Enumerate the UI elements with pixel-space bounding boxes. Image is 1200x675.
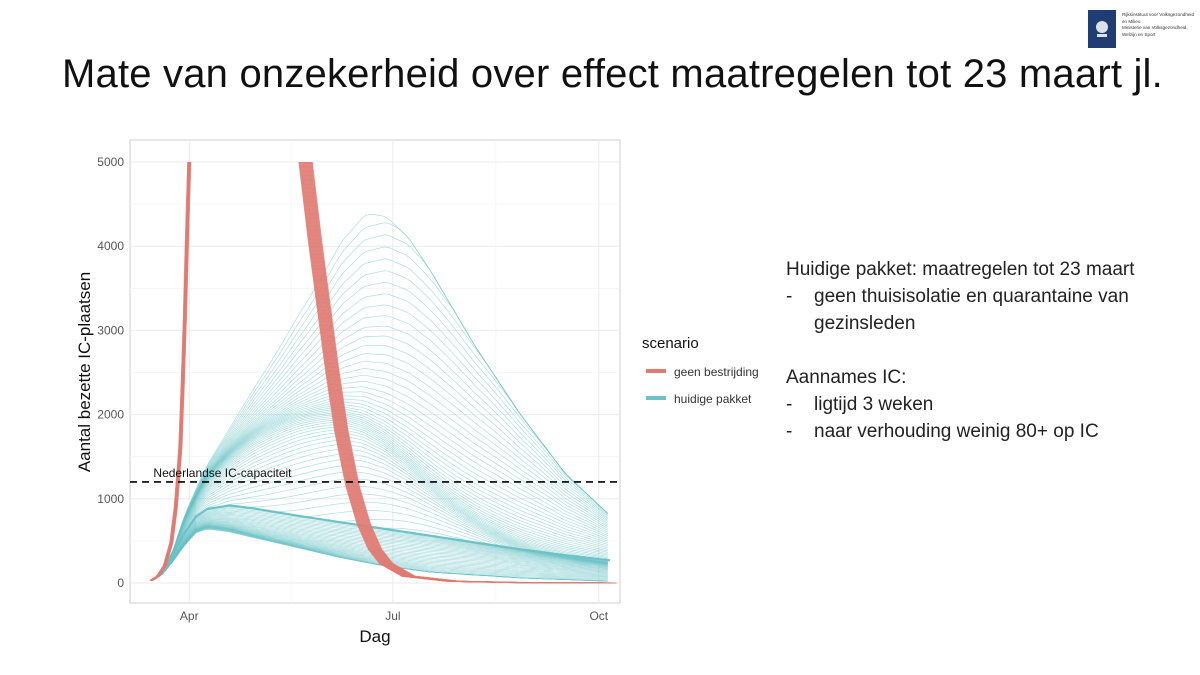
- y-tick-label: 3000: [97, 323, 124, 337]
- y-tick-label: 0: [117, 576, 124, 590]
- assumptions-heading: Aannames IC:: [786, 367, 907, 388]
- series-line-huidige-pakket: [151, 448, 608, 581]
- legend-label-huidige-pakket: huidige pakket: [674, 392, 752, 406]
- series-line-huidige-pakket: [151, 410, 608, 581]
- series-line-huidige-pakket: [151, 515, 608, 581]
- assumption-text: naar verhouding weinig 80+ op IC: [814, 421, 1099, 442]
- bullet-dash: -: [786, 421, 793, 442]
- series-line-huidige-pakket: [151, 520, 608, 581]
- series-line-huidige-pakket: [151, 419, 608, 581]
- series-line-huidige-pakket: [151, 391, 608, 581]
- series-line-huidige-pakket: [151, 423, 608, 581]
- series-line-geen-bestrijding: [311, 161, 617, 584]
- series-line-huidige-pakket: [151, 213, 609, 581]
- x-tick-label: Jul: [385, 609, 400, 623]
- series-line-huidige-pakket: [151, 335, 609, 581]
- series-line-huidige-pakket: [151, 435, 608, 581]
- y-axis-title: Aantal bezette IC-plaatsen: [75, 272, 94, 472]
- series-line-huidige-pakket: [151, 518, 608, 581]
- y-tick-label: 4000: [97, 239, 124, 253]
- assumption-text: ligtijd 3 weken: [814, 394, 934, 415]
- series-line-huidige-pakket: [151, 406, 608, 581]
- bullet-dash: -: [786, 286, 793, 307]
- series-line-huidige-pakket: [151, 439, 608, 581]
- government-logo: Rijksinstituut voor Volksgezondheid en M…: [1088, 10, 1196, 66]
- slide-title: Mate van onzekerheid over effect maatreg…: [62, 52, 1163, 96]
- x-tick-label: Oct: [589, 609, 608, 623]
- y-tick-label: 5000: [97, 155, 124, 169]
- series-line-huidige-pakket: [151, 521, 608, 581]
- legend: scenario geen bestrijding huidige pakket: [642, 335, 759, 406]
- series-line-huidige-pakket: [151, 414, 608, 581]
- series-layer: [149, 161, 617, 584]
- x-axis-title: Dag: [359, 627, 390, 646]
- series-line-huidige-pakket: [151, 443, 608, 581]
- series-line-huidige-pakket: [151, 398, 608, 581]
- assumption-item: - ligtijd 3 weken: [786, 391, 1146, 418]
- series-line-huidige-pakket: [151, 401, 608, 581]
- series-line-huidige-pakket: [151, 459, 608, 581]
- series-line-huidige-pakket: [151, 426, 608, 581]
- x-tick-label: Apr: [180, 609, 199, 623]
- notes-panel: Huidige pakket: maatregelen tot 23 maart…: [786, 256, 1146, 445]
- series-line-huidige-pakket: [151, 453, 608, 581]
- y-tick-label: 2000: [97, 408, 124, 422]
- legend-title: scenario: [642, 335, 699, 352]
- crest-icon: [1088, 10, 1116, 48]
- series-line-huidige-pakket: [151, 353, 609, 581]
- notes-bullet: - geen thuisisolatie en quarantaine van …: [786, 283, 1146, 337]
- logo-line: Ministerie van Volksgezondheid,: [1122, 25, 1188, 31]
- series-line-huidige-pakket: [151, 421, 608, 581]
- series-line-geen-bestrijding: [152, 161, 192, 581]
- series-line-huidige-pakket: [151, 293, 609, 581]
- x-axis: Apr Jul Oct: [180, 609, 609, 623]
- ic-occupancy-chart: Nederlandse IC-capaciteit 0 1000 2000 3000 4…: [75, 139, 759, 646]
- series-line-huidige-pakket: [151, 304, 609, 581]
- logo-line: en Milieu: [1122, 18, 1141, 24]
- legend-label-geen-bestrijding: geen bestrijding: [674, 365, 759, 379]
- series-line-huidige-pakket: [151, 432, 608, 581]
- capacity-label: Nederlandse IC-capaciteit: [153, 466, 292, 480]
- series-line-huidige-pakket: [151, 412, 608, 581]
- logo-text: Rijksinstituut voor Volksgezondheid en M…: [1122, 12, 1196, 38]
- logo-line: Welzijn en Sport: [1122, 31, 1156, 37]
- logo-line: Rijksinstituut voor Volksgezondheid: [1122, 12, 1195, 17]
- series-line-huidige-pakket: [151, 516, 608, 581]
- series-line-huidige-pakket: [151, 517, 608, 581]
- series-line-huidige-pakket: [151, 415, 608, 581]
- bullet-dash: -: [786, 394, 793, 415]
- series-line-huidige-pakket: [151, 520, 608, 581]
- bullet-text: geen thuisisolatie en quarantaine van ge…: [814, 286, 1129, 334]
- series-line-huidige-pakket: [151, 360, 609, 581]
- series-line-huidige-pakket: [151, 408, 608, 581]
- series-line-huidige-pakket: [151, 282, 609, 581]
- series-line-huidige-pakket: [151, 429, 608, 581]
- series-line-huidige-pakket: [151, 315, 609, 581]
- notes-heading: Huidige pakket: maatregelen tot 23 maart: [786, 259, 1135, 280]
- series-line-huidige-pakket: [151, 368, 608, 581]
- series-line-huidige-pakket: [151, 417, 608, 581]
- series-line-huidige-pakket: [151, 344, 609, 581]
- y-tick-label: 1000: [97, 492, 124, 506]
- series-line-huidige-pakket: [151, 519, 608, 581]
- y-axis: 0 1000 2000 3000 4000 5000: [97, 155, 124, 590]
- series-line-huidige-pakket: [151, 404, 608, 581]
- assumption-item: - naar verhouding weinig 80+ op IC: [786, 418, 1146, 445]
- series-line-huidige-pakket-median: [150, 504, 611, 582]
- series-line-huidige-pakket: [151, 325, 609, 581]
